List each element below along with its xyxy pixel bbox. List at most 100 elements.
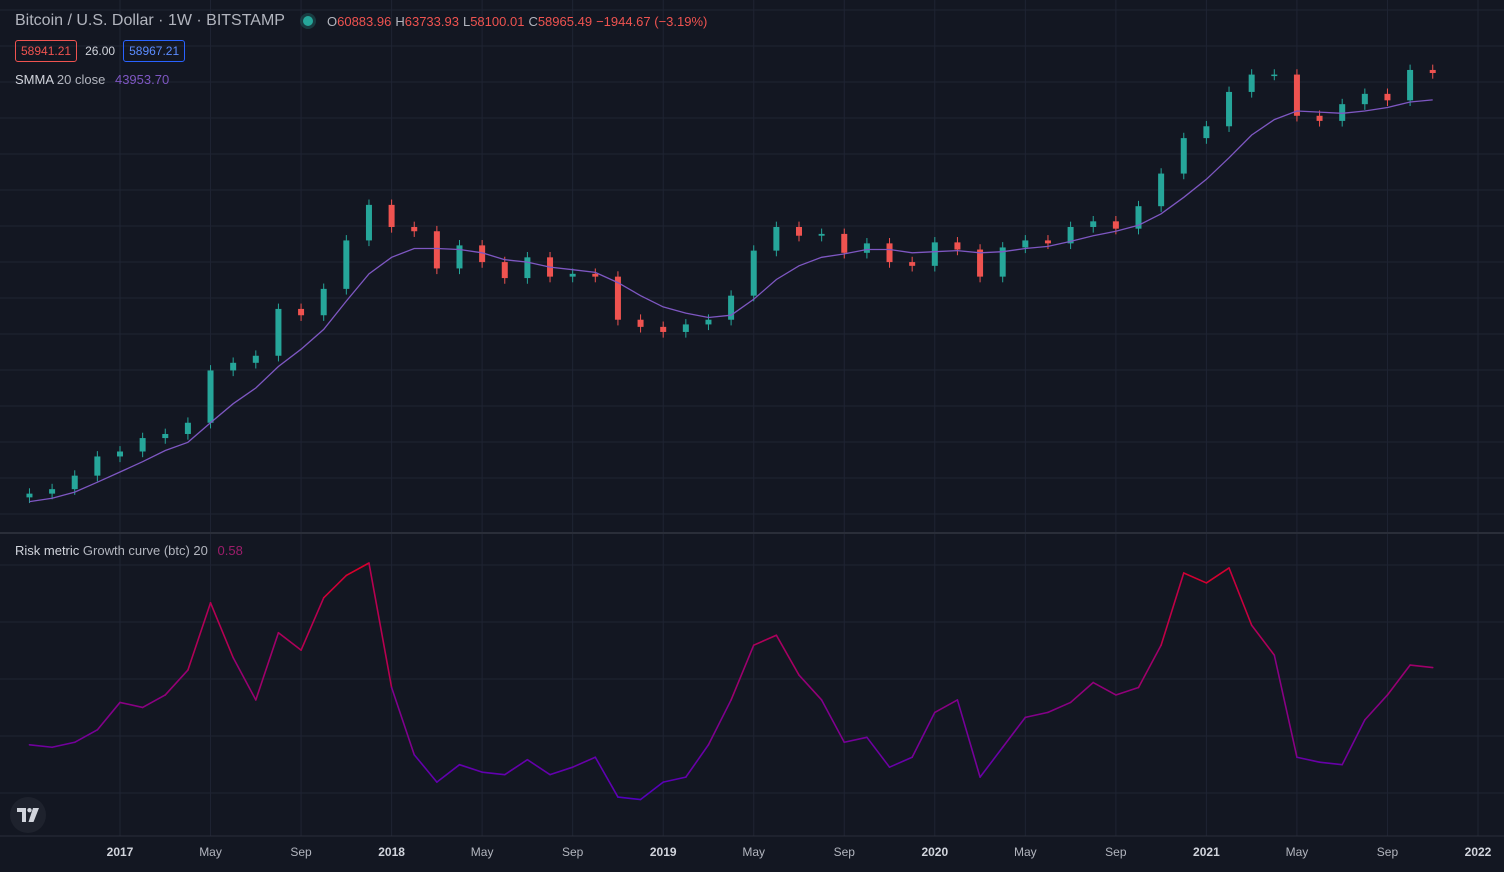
x-axis-label: May	[471, 845, 494, 859]
candle-body	[1112, 221, 1119, 229]
candle-body	[796, 226, 802, 236]
risk-segment	[1069, 681, 1095, 704]
candle-body	[365, 204, 372, 241]
x-axis-label: 2022	[1465, 845, 1492, 859]
candle-body	[1271, 74, 1278, 77]
risk-segment	[255, 631, 280, 701]
risk-segment	[1228, 567, 1253, 627]
candle-body	[49, 489, 56, 494]
candle-body	[863, 243, 870, 253]
candle-body	[162, 433, 169, 439]
candle-body	[1203, 126, 1210, 139]
buy-button[interactable]: 58967.21	[123, 40, 186, 62]
separator-dot: ·	[153, 12, 168, 29]
risk-segment	[368, 562, 393, 689]
symbol-legend[interactable]: Bitcoin / U.S. Dollar · 1W · BITSTAMP O6…	[15, 12, 707, 30]
risk-segment	[775, 634, 800, 676]
candle-body	[411, 226, 418, 232]
change-value: −1944.67 (−3.19%)	[596, 13, 708, 29]
risk-segment	[322, 574, 348, 599]
risk-segment	[209, 602, 234, 659]
candle-body	[388, 204, 395, 227]
risk-segment	[119, 701, 144, 709]
risk-segment	[685, 743, 710, 778]
candle-body	[886, 243, 893, 263]
risk-segment	[96, 701, 121, 731]
candle-body	[1090, 221, 1097, 227]
smma-legend[interactable]: SMMA 20 close 43953.70	[15, 72, 169, 87]
risk-segment	[1273, 654, 1298, 759]
spread-value: 26.00	[85, 44, 116, 58]
risk-segment	[1137, 644, 1162, 689]
candle-body	[1384, 93, 1391, 101]
sell-button[interactable]: 58941.21	[15, 40, 78, 62]
candle-body	[592, 273, 599, 277]
market-status-icon	[302, 16, 313, 26]
candle-body	[614, 276, 621, 320]
candle-body	[230, 362, 237, 371]
risk-segment	[1182, 572, 1208, 584]
close-value: 58965.49	[537, 13, 593, 29]
risk-segment	[1409, 664, 1434, 669]
tradingview-logo[interactable]	[10, 797, 46, 833]
candle-body	[343, 240, 350, 289]
smma-params: 20 close	[56, 72, 106, 87]
candle-body	[479, 245, 486, 263]
risk-segment	[1160, 572, 1185, 646]
risk-segment	[730, 644, 755, 701]
risk-segment	[390, 686, 416, 756]
risk-segment	[73, 729, 99, 744]
x-axis-label: 2020	[921, 845, 948, 859]
risk-segment	[707, 699, 732, 746]
risk-segment	[956, 699, 981, 778]
risk-segment	[481, 771, 506, 776]
risk-segment	[1250, 624, 1276, 656]
candle-body	[1044, 240, 1051, 244]
risk-segment	[300, 597, 325, 651]
tradingview-logo-icon	[17, 808, 39, 822]
candle-body	[26, 493, 33, 498]
risk-segment	[458, 763, 483, 773]
risk-segment	[1001, 716, 1027, 749]
smma-value: 43953.70	[114, 72, 170, 87]
candle-body	[909, 262, 916, 266]
x-axis-label: Sep	[1105, 845, 1127, 859]
x-axis-label: Sep	[1377, 845, 1399, 859]
candle-body	[71, 475, 78, 490]
risk-legend[interactable]: Risk metric Growth curve (btc) 20 0.58	[15, 543, 243, 558]
x-axis-label: May	[1014, 845, 1037, 859]
risk-segment	[820, 699, 846, 744]
risk-segment	[752, 634, 778, 646]
candle-body	[1361, 93, 1368, 105]
candle-body	[637, 319, 644, 327]
candle-body	[1067, 226, 1074, 244]
risk-segment	[503, 758, 529, 776]
risk-segment	[1115, 686, 1140, 696]
candle-body	[1158, 173, 1165, 207]
x-axis-label: May	[1286, 845, 1309, 859]
candle-body	[117, 451, 123, 457]
smma-name: SMMA	[15, 72, 54, 87]
candle-body	[1022, 240, 1029, 248]
risk-segment	[617, 796, 642, 801]
risk-value: 0.58	[217, 543, 243, 558]
risk-segment	[413, 753, 438, 783]
candle-body	[433, 231, 440, 269]
risk-segment	[594, 756, 619, 798]
x-axis-label: 2021	[1193, 845, 1220, 859]
risk-segment	[1092, 681, 1117, 696]
risk-segment	[866, 736, 891, 768]
candle-body	[94, 456, 101, 476]
risk-segment	[1047, 701, 1072, 714]
risk-segment	[843, 736, 868, 744]
risk-segment	[232, 656, 257, 701]
candle-body	[750, 250, 757, 296]
risk-params: Growth curve (btc) 20	[82, 543, 208, 558]
low-label: L	[462, 13, 471, 29]
risk-segment	[1296, 756, 1321, 764]
ohlc-values: O60883.96 H63733.93 L58100.01 C58965.49 …	[327, 14, 707, 29]
risk-segment	[933, 699, 959, 714]
candle-body	[954, 242, 961, 250]
